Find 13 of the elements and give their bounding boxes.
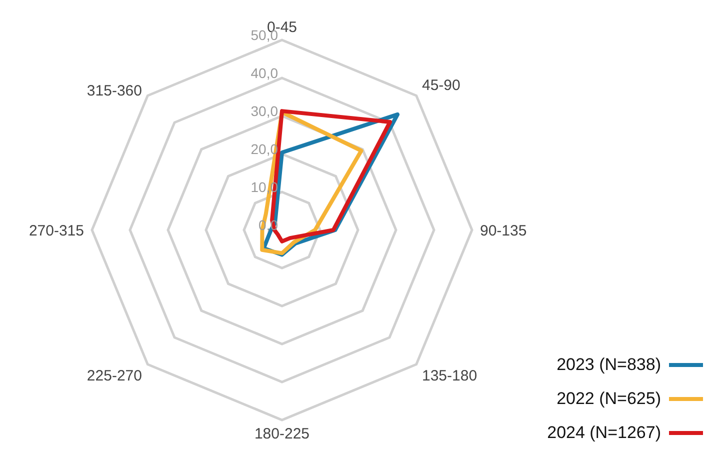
spoke-label: 45-90 <box>422 76 460 94</box>
y-tick-label: 30,0 <box>250 103 278 119</box>
spoke-label: 270-315 <box>28 222 84 240</box>
spoke-label: 315-360 <box>86 82 142 100</box>
spoke-label: 135-180 <box>422 368 478 385</box>
legend-label: 2023 (N=838) <box>556 355 661 375</box>
spoke-label: 180-225 <box>254 426 310 443</box>
spoke-label: 225-270 <box>86 368 142 385</box>
legend-label: 2022 (N=625) <box>556 389 661 409</box>
y-tick-label: 0,0 <box>258 217 278 233</box>
y-tick-label: 40,0 <box>250 65 278 81</box>
spoke-label: 90-135 <box>480 222 527 240</box>
legend-label: 2024 (N=1267) <box>547 423 661 443</box>
